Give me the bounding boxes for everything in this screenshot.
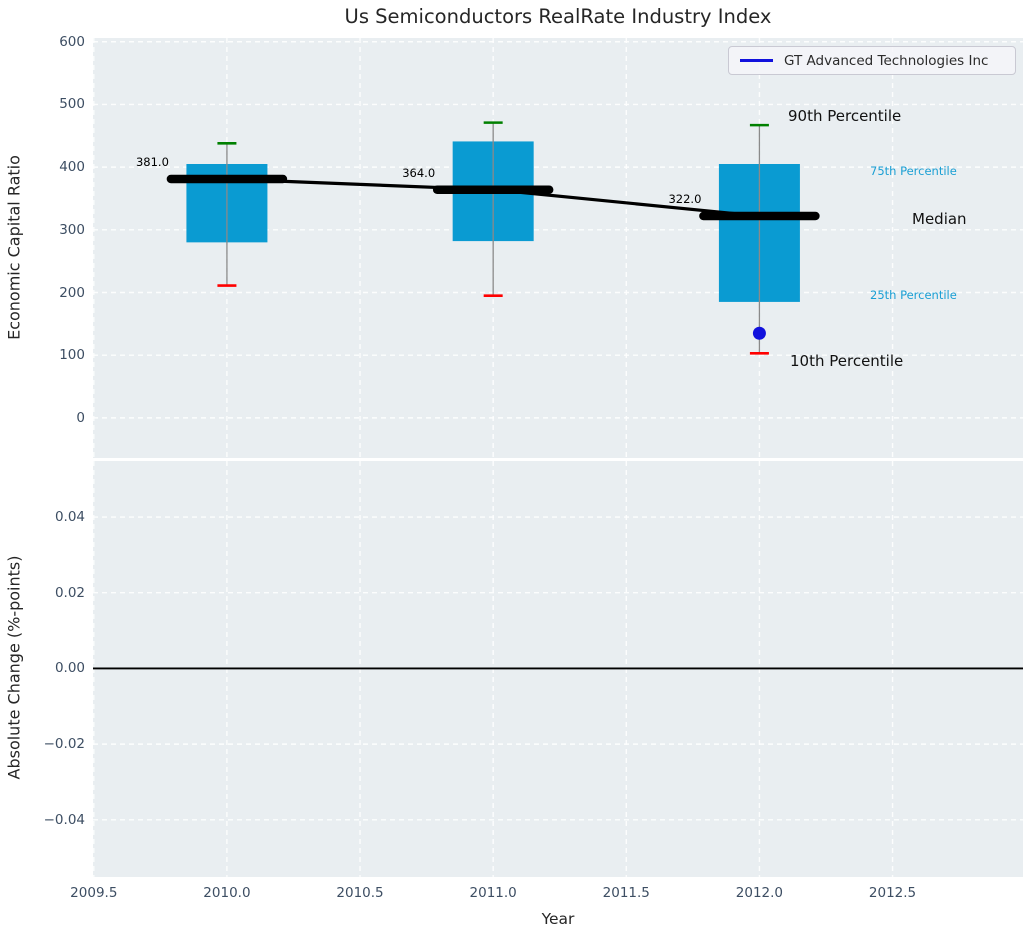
- x-axis-label: Year: [541, 910, 575, 928]
- median-value-label: 381.0: [135, 155, 169, 170]
- annotation-90th-percentile: 90th Percentile: [788, 107, 902, 125]
- y-axis-tick-label: 200: [59, 284, 85, 301]
- y-axis-tick-label: 400: [59, 159, 85, 176]
- y-axis-tick-label: 0.00: [54, 660, 85, 677]
- top-y-axis-label: Economic Capital Ratio: [4, 155, 24, 340]
- boxplot-chart-svg: [93, 38, 1023, 458]
- company-data-point: [752, 326, 766, 340]
- median-value-label: 364.0: [402, 165, 436, 180]
- y-axis-tick-label: 0.04: [54, 509, 85, 526]
- top-plot-area: 90th Percentile 75th Percentile Median 2…: [59, 34, 1023, 458]
- y-axis-tick-label: 100: [59, 347, 85, 364]
- y-axis-tick-label: −0.02: [43, 736, 85, 753]
- chart-title: Us Semiconductors RealRate Industry Inde…: [344, 5, 772, 28]
- change-chart-svg: [93, 461, 1023, 877]
- y-axis-tick-label: 600: [59, 33, 85, 50]
- x-axis-tick-label: 2010.5: [336, 885, 384, 901]
- x-axis-tick-label: 2009.5: [70, 885, 118, 901]
- annotation-10th-percentile: 10th Percentile: [790, 352, 904, 370]
- median-value-label: 322.0: [668, 192, 702, 207]
- bottom-y-axis-label: Absolute Change (%-points): [4, 555, 24, 780]
- x-axis-tick-label: 2011.5: [602, 885, 650, 901]
- y-axis-tick-label: 0: [76, 409, 85, 426]
- annotation-median: Median: [912, 210, 967, 228]
- legend-line-swatch: [740, 59, 773, 62]
- x-axis-tick-label: 2011.0: [469, 885, 517, 901]
- x-axis-tick-label: 2012.5: [868, 885, 917, 901]
- y-axis-tick-label: 0.02: [54, 584, 85, 601]
- annotation-25th-percentile: 25th Percentile: [870, 288, 957, 302]
- y-axis-tick-label: −0.04: [43, 811, 85, 828]
- y-axis-tick-label: 500: [59, 96, 85, 113]
- bottom-plot-area: 0.04 0.02 0.00 −0.02 −0.04: [44, 461, 1023, 877]
- x-axis-tick-label: 2012.0: [735, 885, 784, 901]
- legend-label: GT Advanced Technologies Inc: [784, 52, 989, 69]
- x-axis-tick-label: 2010.0: [203, 885, 251, 901]
- y-axis-tick-label: 300: [59, 221, 85, 238]
- annotation-75th-percentile: 75th Percentile: [870, 164, 957, 178]
- legend: GT Advanced Technologies Inc: [728, 46, 1016, 75]
